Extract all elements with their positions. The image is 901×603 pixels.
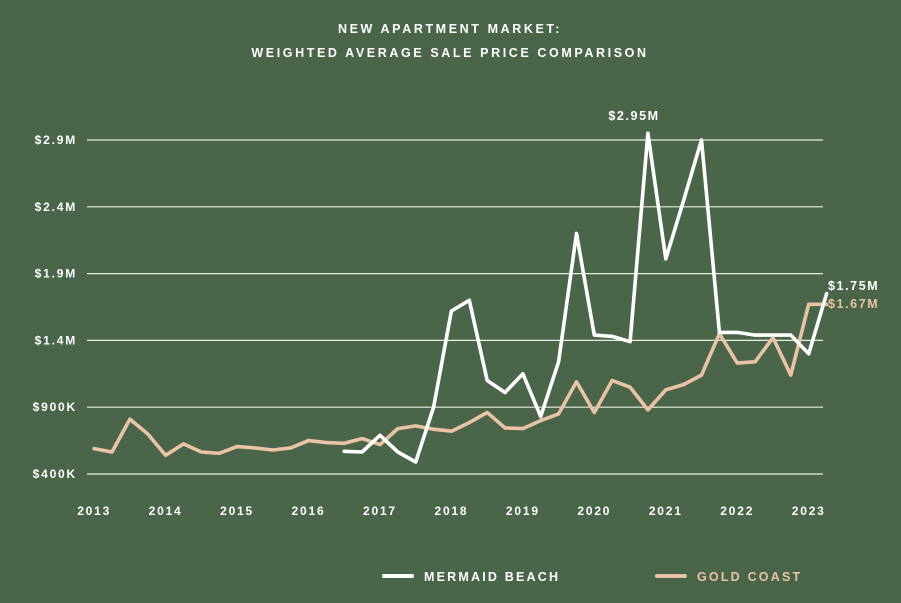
x-tick-label: 2018 bbox=[434, 504, 468, 518]
x-tick-label: 2013 bbox=[77, 504, 111, 518]
y-tick-label: $2.9M bbox=[35, 133, 77, 147]
series-line-mermaid-beach bbox=[342, 131, 829, 464]
annotation-peak-label: $2.95M bbox=[608, 109, 659, 123]
annotation-mermaid-end-label: $1.75M bbox=[828, 279, 879, 293]
x-tick-label: 2014 bbox=[149, 504, 183, 518]
series-line-gold-coast bbox=[92, 302, 829, 458]
y-tick-label: $900K bbox=[33, 400, 77, 414]
chart-title-line-2: WEIGHTED AVERAGE SALE PRICE COMPARISON bbox=[251, 46, 648, 60]
legend-item-gold-coast: GOLD COAST bbox=[655, 570, 802, 584]
y-tick-label: $1.9M bbox=[35, 267, 77, 281]
x-tick-label: 2017 bbox=[363, 504, 397, 518]
x-tick-label: 2019 bbox=[506, 504, 540, 518]
x-tick-label: 2016 bbox=[292, 504, 326, 518]
legend-item-mermaid-beach: MERMAID BEACH bbox=[382, 570, 560, 584]
x-axis-tick-labels: 2013 2014 2015 2016 2017 2018 2019 2020 2021 2022… bbox=[77, 504, 826, 518]
chart-title-line-1: NEW APARTMENT MARKET: bbox=[338, 22, 562, 36]
legend: MERMAID BEACH GOLD COAST bbox=[382, 570, 802, 584]
chart-title: NEW APARTMENT MARKET: WEIGHTED AVERAGE S… bbox=[251, 22, 648, 60]
series-lines bbox=[92, 131, 829, 464]
x-tick-label: 2023 bbox=[792, 504, 826, 518]
x-tick-label: 2015 bbox=[220, 504, 254, 518]
y-tick-label: $2.4M bbox=[35, 200, 77, 214]
gridlines bbox=[87, 139, 823, 475]
legend-label-gold-coast: GOLD COAST bbox=[697, 570, 802, 584]
x-tick-label: 2020 bbox=[577, 504, 611, 518]
legend-label-mermaid-beach: MERMAID BEACH bbox=[424, 570, 560, 584]
annotations: $2.95M $1.75M $1.67M bbox=[608, 109, 879, 311]
x-tick-label: 2021 bbox=[649, 504, 683, 518]
x-tick-label: 2022 bbox=[720, 504, 754, 518]
y-axis-tick-labels: $400K $900K $1.4M $1.9M $2.4M $2.9M bbox=[33, 133, 77, 481]
y-tick-label: $400K bbox=[33, 467, 77, 481]
y-tick-label: $1.4M bbox=[35, 333, 77, 347]
annotation-goldcoast-end-label: $1.67M bbox=[828, 297, 879, 311]
